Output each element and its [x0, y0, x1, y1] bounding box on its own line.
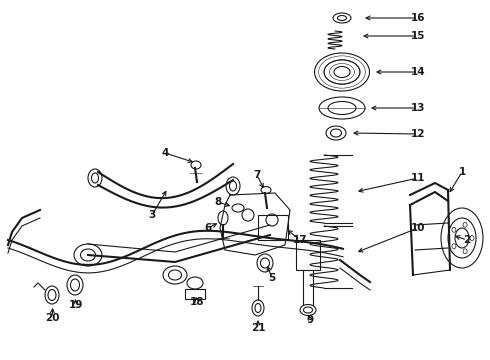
Text: 18: 18 [190, 297, 204, 307]
Text: 19: 19 [69, 300, 83, 310]
Text: 6: 6 [204, 223, 212, 233]
Text: 2: 2 [464, 235, 470, 245]
FancyBboxPatch shape [185, 289, 205, 299]
Text: 8: 8 [215, 197, 221, 207]
Text: 4: 4 [161, 148, 169, 158]
Text: 12: 12 [411, 129, 425, 139]
FancyBboxPatch shape [296, 240, 320, 270]
Text: 20: 20 [45, 313, 59, 323]
Text: 7: 7 [253, 170, 261, 180]
Text: 10: 10 [411, 223, 425, 233]
Text: 13: 13 [411, 103, 425, 113]
Text: 16: 16 [411, 13, 425, 23]
Text: 9: 9 [306, 315, 314, 325]
Text: 17: 17 [293, 235, 307, 245]
Text: 15: 15 [411, 31, 425, 41]
Text: 5: 5 [269, 273, 275, 283]
Text: 14: 14 [411, 67, 425, 77]
Text: 3: 3 [148, 210, 156, 220]
FancyBboxPatch shape [258, 215, 288, 240]
Text: 21: 21 [251, 323, 265, 333]
Text: 1: 1 [458, 167, 466, 177]
Text: 11: 11 [411, 173, 425, 183]
